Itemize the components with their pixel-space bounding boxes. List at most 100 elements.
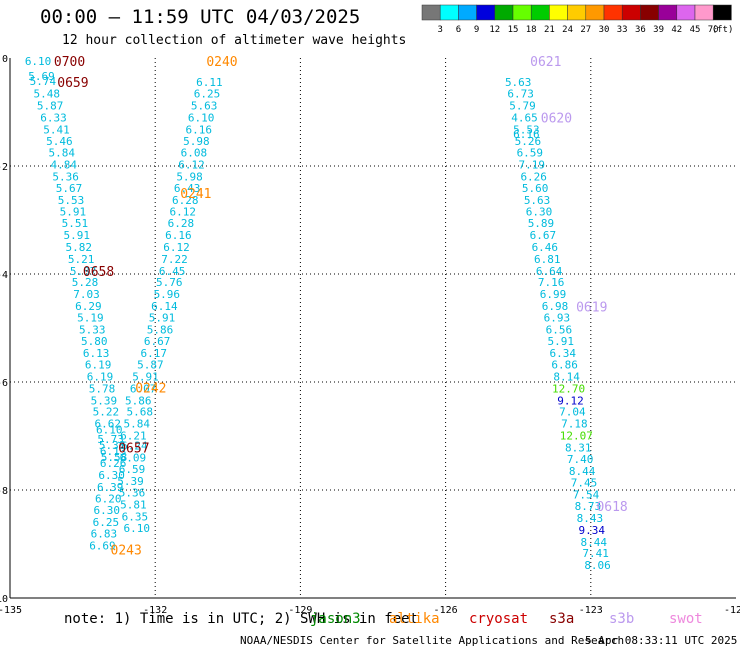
pass-time-label: 0700 bbox=[54, 55, 85, 70]
colorbar-swatch bbox=[476, 4, 496, 21]
wave-height-label: 5.82 bbox=[65, 241, 92, 254]
wave-height-label: 6.10 bbox=[25, 55, 52, 68]
wave-height-label: 7.04 bbox=[559, 406, 586, 419]
colorbar-tick-label: 33 bbox=[617, 25, 628, 35]
wave-height-label: 5.87 bbox=[70, 265, 97, 278]
wave-height-label: 6.73 bbox=[507, 88, 534, 101]
wave-height-label: 7.18 bbox=[561, 418, 588, 431]
wave-height-label: 5.80 bbox=[81, 335, 108, 348]
pass-time-label: 0621 bbox=[530, 55, 561, 70]
axis-ticks: -135 -132 -129 -126 -123 -120 0 -2 -4 -6 -8 -10 bbox=[0, 54, 740, 616]
wave-height-label: 7.19 bbox=[519, 158, 546, 171]
wave-height-label: 5.28 bbox=[72, 276, 99, 289]
wave-height-label: 5.39 bbox=[117, 475, 144, 488]
wave-height-label: 6.16 bbox=[186, 123, 213, 136]
wave-height-label: 6.56 bbox=[546, 324, 573, 337]
x-tick-label: -126 bbox=[434, 605, 458, 616]
wave-height-label: 6.13 bbox=[83, 347, 110, 360]
wave-height-label: 5.22 bbox=[93, 406, 120, 419]
wave-height-label: 5.19 bbox=[77, 312, 104, 325]
colorbar-tick-label: 9 bbox=[474, 25, 479, 35]
satellite-name-swot: swot bbox=[669, 611, 703, 627]
wave-height-label: 5.36 bbox=[52, 170, 79, 183]
wave-height-label: 6.10 bbox=[188, 111, 215, 124]
colorbar-swatch bbox=[512, 4, 532, 21]
wave-height-label: 6.16 bbox=[513, 128, 540, 141]
colorbar-tick-label: 3 bbox=[437, 25, 442, 35]
wave-height-label: 6.99 bbox=[540, 288, 567, 301]
colorbar-swatch bbox=[494, 4, 514, 21]
wave-height-label: 6.39 bbox=[97, 481, 124, 494]
wave-height-label: 5.41 bbox=[43, 123, 70, 136]
wave-height-label: 6.30 bbox=[94, 504, 121, 517]
wave-height-label: 9.12 bbox=[557, 394, 584, 407]
wave-height-label: 6.12 bbox=[178, 158, 205, 171]
wave-height-label: 4.65 bbox=[511, 111, 538, 124]
colorbar-swatch bbox=[621, 4, 641, 21]
wave-height-label: 7.54 bbox=[573, 488, 600, 501]
generated-timestamp: 5 Apr 08:33:11 UTC 2025 bbox=[585, 634, 738, 647]
colorbar-swatch bbox=[549, 4, 568, 21]
pass-time-label: 0243 bbox=[111, 543, 142, 558]
page-subtitle: 12 hour collection of altimeter wave hei… bbox=[62, 33, 407, 48]
wave-height-label: 5.89 bbox=[528, 217, 555, 230]
wave-height-label: 8.06 bbox=[584, 559, 611, 572]
wave-height-label: 8.14 bbox=[553, 371, 580, 384]
pass-time-label: 0240 bbox=[206, 55, 237, 70]
colorbar-swatch bbox=[603, 4, 623, 21]
wave-height-label: 5.86 bbox=[147, 324, 174, 337]
pass-time-label: 0659 bbox=[57, 76, 88, 91]
wave-height-label: 5.73 bbox=[97, 433, 124, 446]
colorbar-tick-label: 70 bbox=[708, 25, 719, 35]
colorbar-swatch bbox=[658, 4, 678, 21]
wave-height-label: 5.87 bbox=[37, 100, 64, 113]
wave-height-label: 5.33 bbox=[79, 324, 106, 337]
wave-height-label: 6.59 bbox=[119, 463, 146, 476]
wave-height-label: 5.74 bbox=[30, 75, 57, 88]
wave-height-label: 6.20 bbox=[95, 493, 122, 506]
wave-height-label: 5.91 bbox=[132, 371, 159, 384]
wave-height-label: 6.21 bbox=[120, 429, 147, 442]
colorbar-tick-label: 30 bbox=[599, 25, 610, 35]
wave-height-label: 5.39 bbox=[91, 394, 118, 407]
wave-height-label: 6.34 bbox=[549, 347, 576, 360]
colorbar-swatch bbox=[694, 4, 714, 21]
wave-height-label: 6.46 bbox=[532, 241, 559, 254]
wave-height-label: 6.10 bbox=[124, 522, 151, 535]
colorbar-tick-label: 21 bbox=[544, 25, 555, 35]
wave-height-label: 6.25 bbox=[194, 88, 221, 101]
x-tick-label: -123 bbox=[579, 605, 603, 616]
satellite-name-s3b: s3b bbox=[609, 611, 635, 627]
wave-height-label: 6.26 bbox=[100, 457, 127, 470]
colorbar-tick-label: 42 bbox=[671, 25, 682, 35]
wave-height-label: 9.34 bbox=[579, 524, 606, 537]
wave-height-label: 6.33 bbox=[40, 111, 67, 124]
colorbar-swatch bbox=[585, 4, 605, 21]
colorbar-tick-label: 12 bbox=[489, 25, 500, 35]
colorbar-tick-label: 18 bbox=[526, 25, 537, 35]
wave-height-label: 6.83 bbox=[91, 528, 118, 541]
wave-height-label: 6.19 bbox=[85, 359, 112, 372]
credit-line: NOAA/NESDIS Center for Satellite Applica… bbox=[240, 634, 625, 647]
satellite-name-s3a: s3a bbox=[549, 611, 575, 627]
wave-height-label: 5.21 bbox=[68, 253, 95, 266]
wave-height-label: 6.26 bbox=[520, 170, 547, 183]
wave-height-label: 6.29 bbox=[75, 300, 102, 313]
wave-height-label: 7.03 bbox=[73, 288, 100, 301]
wave-height-label: 5.78 bbox=[89, 382, 116, 395]
wave-height-label: 8.31 bbox=[565, 441, 592, 454]
satellite-name-jason3: jason3 bbox=[310, 611, 361, 627]
y-tick-label: -10 bbox=[0, 594, 8, 605]
wave-height-label: 6.67 bbox=[530, 229, 557, 242]
colorbar-swatch bbox=[640, 4, 659, 21]
wave-height-label: 5.53 bbox=[58, 194, 85, 207]
wave-height-label: 6.17 bbox=[140, 347, 167, 360]
wave-height-label: 6.08 bbox=[181, 147, 208, 160]
footer-note: note: 1) Time is in UTC; 2) SWH is in fe… bbox=[64, 611, 419, 627]
y-tick-label: -4 bbox=[0, 270, 8, 281]
colorbar-swatch bbox=[712, 4, 732, 21]
wave-height-label: 7.45 bbox=[571, 476, 598, 489]
colorbar-tick-label: 27 bbox=[580, 25, 591, 35]
wave-height-label: 6.09 bbox=[120, 452, 147, 465]
wave-height-label: 5.26 bbox=[515, 135, 542, 148]
